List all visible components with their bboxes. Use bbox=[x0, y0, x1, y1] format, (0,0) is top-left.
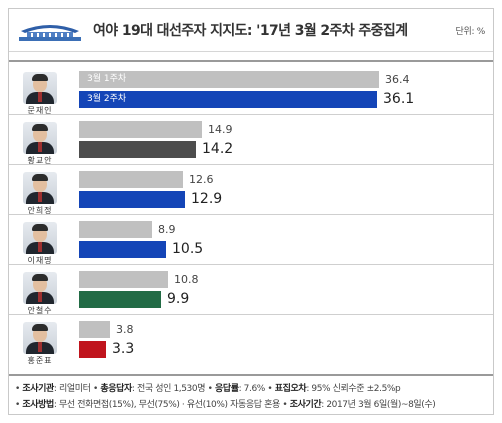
footer-label: 조사기관 bbox=[22, 384, 54, 394]
candidate-photo bbox=[23, 322, 57, 354]
photo-tie bbox=[38, 92, 42, 102]
bar-week2 bbox=[79, 341, 106, 358]
candidate-name: 홍준표 bbox=[27, 356, 53, 365]
bar-week1 bbox=[79, 221, 152, 238]
photo-hair bbox=[32, 224, 48, 231]
footer-value: : 전국 성인 1,530명 bbox=[131, 384, 206, 394]
bottom-rule bbox=[9, 374, 493, 376]
candidate-name: 문재인 bbox=[27, 106, 53, 115]
bar-week2 bbox=[79, 241, 166, 258]
footer-value: : 95% 신뢰수준 ±2.5%p bbox=[306, 384, 401, 394]
row-divider bbox=[9, 214, 493, 215]
photo-tie bbox=[38, 142, 42, 152]
candidate-name: 안희정 bbox=[27, 206, 53, 215]
value-label-week2: 12.9 bbox=[191, 191, 223, 207]
photo-hair bbox=[32, 174, 48, 181]
chart-header: 여야 19대 대선주자 지지도: '17년 3월 2주차 주중집계 단위: % bbox=[9, 9, 493, 52]
bar-week1 bbox=[79, 171, 183, 188]
candidate-name: 안철수 bbox=[27, 306, 53, 315]
photo-tie bbox=[38, 192, 42, 202]
row-divider bbox=[9, 314, 493, 315]
photo-tie bbox=[38, 242, 42, 252]
value-label-week2: 14.2 bbox=[202, 141, 234, 157]
infographic-frame: 여야 19대 대선주자 지지도: '17년 3월 2주차 주중집계 단위: % … bbox=[8, 8, 494, 415]
value-label-week2: 3.3 bbox=[112, 341, 135, 357]
page-title: 여야 19대 대선주자 지지도: '17년 3월 2주차 주중집계 bbox=[93, 23, 408, 39]
candidate-photo bbox=[23, 122, 57, 154]
legend-week1: 3월 1주차 bbox=[87, 74, 127, 84]
footer-value: : 리얼미터 bbox=[53, 384, 91, 394]
photo-hair bbox=[32, 74, 48, 81]
photo-hair bbox=[32, 274, 48, 281]
bar-week1 bbox=[79, 271, 168, 288]
value-label-week1: 10.8 bbox=[174, 273, 199, 286]
value-label-week1: 14.9 bbox=[208, 123, 233, 136]
bar-week1: 3월 1주차 bbox=[79, 71, 379, 88]
footer-label: 조사기간 bbox=[289, 400, 322, 410]
bar-week2 bbox=[79, 141, 196, 158]
row-divider bbox=[9, 164, 493, 165]
footer-label: 조사방법 bbox=[22, 400, 54, 410]
candidate-photo bbox=[23, 272, 57, 304]
value-label-week1: 3.8 bbox=[116, 323, 134, 336]
candidate-name: 이재명 bbox=[27, 256, 53, 265]
bar-week2: 3월 2주차 bbox=[79, 91, 377, 108]
footer-line-2: • 조사방법: 무선 전화면접(15%), 무선(75%) · 유선(10%) … bbox=[15, 400, 436, 410]
candidate-name: 황교안 bbox=[27, 156, 53, 165]
candidate-photo bbox=[23, 222, 57, 254]
candidate-photo bbox=[23, 172, 57, 204]
legend-week2: 3월 2주차 bbox=[87, 94, 127, 104]
top-rule bbox=[9, 60, 493, 62]
photo-tie bbox=[38, 342, 42, 352]
bar-week1 bbox=[79, 121, 202, 138]
value-label-week1: 36.4 bbox=[385, 73, 410, 86]
footer-label: 표집오차 bbox=[274, 384, 307, 394]
row-divider bbox=[9, 114, 493, 115]
candidate-photo bbox=[23, 72, 57, 104]
value-label-week1: 12.6 bbox=[189, 173, 214, 186]
unit-label: 단위: % bbox=[455, 27, 485, 37]
row-divider bbox=[9, 264, 493, 265]
footer-value: : 2017년 3월 6일(월)~8일(수) bbox=[321, 400, 436, 410]
blue-house-icon bbox=[19, 25, 81, 41]
footer-label: 응답률 bbox=[214, 384, 239, 394]
footer-label: 총응답자 bbox=[100, 384, 132, 394]
bar-week2 bbox=[79, 291, 161, 308]
footer-line-1: • 조사기관: 리얼미터 • 총응답자: 전국 성인 1,530명 • 응답률:… bbox=[15, 384, 401, 394]
photo-hair bbox=[32, 124, 48, 131]
value-label-week2: 9.9 bbox=[167, 291, 190, 307]
bar-week1 bbox=[79, 321, 110, 338]
photo-hair bbox=[32, 324, 48, 331]
value-label-week2: 10.5 bbox=[172, 241, 204, 257]
footer-value: : 7.6% bbox=[238, 384, 266, 394]
value-label-week2: 36.1 bbox=[383, 91, 415, 107]
footer-value: : 무선 전화면접(15%), 무선(75%) · 유선(10%) 자동응답 혼… bbox=[53, 400, 280, 410]
bar-week2 bbox=[79, 191, 185, 208]
photo-tie bbox=[38, 292, 42, 302]
value-label-week1: 8.9 bbox=[158, 223, 176, 236]
